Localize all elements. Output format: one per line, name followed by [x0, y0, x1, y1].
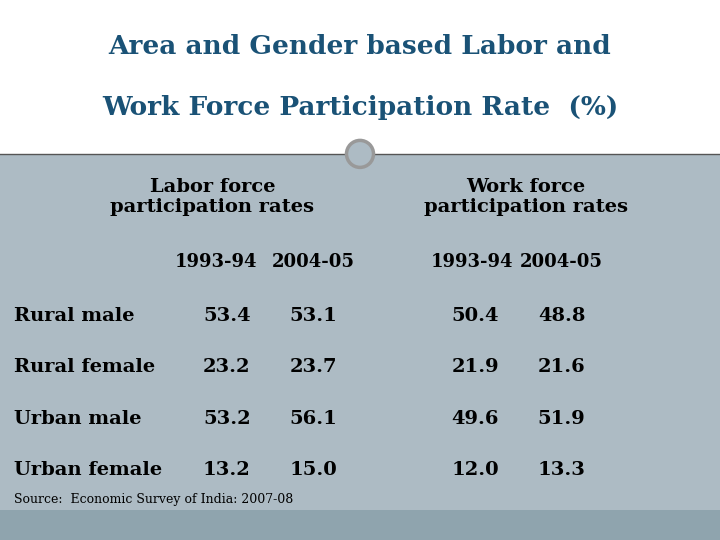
Text: 23.2: 23.2 — [203, 358, 251, 376]
Text: Work Force Participation Rate  (%): Work Force Participation Rate (%) — [102, 95, 618, 120]
Ellipse shape — [346, 140, 374, 167]
Text: 51.9: 51.9 — [538, 409, 585, 428]
Text: Area and Gender based Labor and: Area and Gender based Labor and — [109, 33, 611, 59]
Text: Rural male: Rural male — [14, 307, 135, 325]
Text: 56.1: 56.1 — [289, 409, 337, 428]
Text: 23.7: 23.7 — [289, 358, 337, 376]
FancyBboxPatch shape — [0, 154, 720, 540]
FancyBboxPatch shape — [0, 510, 720, 540]
Text: 15.0: 15.0 — [289, 461, 337, 479]
Text: 1993-94: 1993-94 — [431, 253, 513, 271]
Text: Rural female: Rural female — [14, 358, 156, 376]
Text: 21.9: 21.9 — [451, 358, 499, 376]
Text: Source:  Economic Survey of India: 2007-08: Source: Economic Survey of India: 2007-0… — [14, 493, 294, 506]
Text: 2004-05: 2004-05 — [520, 253, 603, 271]
Text: Urban male: Urban male — [14, 409, 142, 428]
Text: 53.4: 53.4 — [203, 307, 251, 325]
Text: 53.2: 53.2 — [203, 409, 251, 428]
Text: 53.1: 53.1 — [289, 307, 337, 325]
Text: Work force
participation rates: Work force participation rates — [423, 178, 628, 217]
Text: 50.4: 50.4 — [451, 307, 499, 325]
Text: Urban female: Urban female — [14, 461, 163, 479]
Text: 13.2: 13.2 — [203, 461, 251, 479]
Text: 21.6: 21.6 — [538, 358, 585, 376]
Text: 1993-94: 1993-94 — [175, 253, 257, 271]
Text: Labor force
participation rates: Labor force participation rates — [110, 178, 315, 217]
Text: 2004-05: 2004-05 — [271, 253, 355, 271]
FancyBboxPatch shape — [0, 0, 720, 154]
Text: 48.8: 48.8 — [538, 307, 585, 325]
Text: 49.6: 49.6 — [451, 409, 499, 428]
Text: 12.0: 12.0 — [451, 461, 499, 479]
Text: 13.3: 13.3 — [538, 461, 585, 479]
